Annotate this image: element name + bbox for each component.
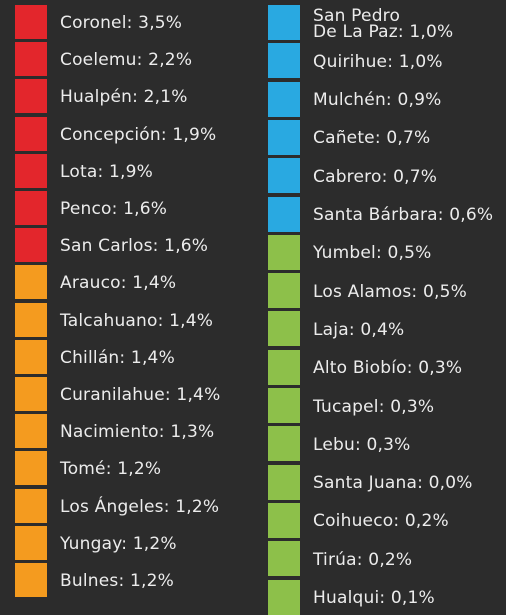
legend-label: Santa Bárbara: 0,6% xyxy=(313,205,494,225)
color-swatch xyxy=(15,265,47,300)
color-swatch xyxy=(268,5,300,40)
color-swatch xyxy=(268,234,300,270)
color-swatch xyxy=(15,488,47,523)
color-swatch xyxy=(268,502,300,538)
color-swatch xyxy=(15,414,47,449)
legend-label: San Carlos: 1,6% xyxy=(60,236,209,257)
legend: Coronel: 3,5% Coelemu: 2,2% Hualpén: 2,1% C… xyxy=(15,5,494,615)
color-swatch xyxy=(15,563,47,597)
color-swatch xyxy=(15,42,47,77)
legend-label: Talcahuano: 1,4% xyxy=(60,310,214,331)
color-swatch xyxy=(15,153,47,188)
color-swatch xyxy=(15,228,47,263)
color-swatch xyxy=(15,302,47,337)
color-swatch xyxy=(268,43,300,79)
color-swatch xyxy=(268,158,300,194)
color-swatch xyxy=(15,79,47,114)
legend-label: Santa Juana: 0,0% xyxy=(313,473,473,494)
color-swatch xyxy=(15,116,47,151)
color-swatch xyxy=(268,388,300,423)
legend-label: Coihueco: 0,2% xyxy=(313,511,449,532)
color-swatch xyxy=(268,273,300,309)
legend-label: Bulnes: 1,2% xyxy=(60,571,174,591)
legend-label: Laja: 0,4% xyxy=(313,319,405,340)
legend-label: Curanilahue: 1,4% xyxy=(60,385,221,405)
color-swatch xyxy=(15,191,47,225)
legend-label: Coronel: 3,5% xyxy=(60,13,183,33)
color-swatch xyxy=(15,525,47,560)
legend-label: Hualqui: 0,1% xyxy=(313,588,435,608)
legend-label: Coelemu: 2,2% xyxy=(60,50,193,71)
legend-label: Chillán: 1,4% xyxy=(60,347,175,368)
legend-label: Alto Biobío: 0,3% xyxy=(313,358,463,379)
color-swatch xyxy=(268,579,300,615)
color-swatch xyxy=(268,81,300,117)
legend-label: Hualpén: 2,1% xyxy=(60,87,188,108)
legend-label: Arauco: 1,4% xyxy=(60,273,177,294)
legend-label: Yungay: 1,2% xyxy=(60,533,177,554)
color-swatch xyxy=(15,5,47,39)
color-swatch xyxy=(15,377,47,411)
legend-label: San Pedro De La Paz: 1,0% xyxy=(313,5,454,42)
legend-label: Cañete: 0,7% xyxy=(313,128,431,149)
color-swatch xyxy=(15,339,47,374)
legend-label: Los Ángeles: 1,2% xyxy=(60,496,220,517)
color-swatch xyxy=(268,349,300,385)
legend-label: Yumbel: 0,5% xyxy=(313,243,432,264)
color-swatch xyxy=(268,311,300,347)
legend-label: Tucapel: 0,3% xyxy=(313,396,435,417)
legend-label: Quirihue: 1,0% xyxy=(313,51,443,72)
legend-label: Lebu: 0,3% xyxy=(313,434,411,455)
legend-label: Tirúa: 0,2% xyxy=(313,549,413,570)
legend-label: Tomé: 1,2% xyxy=(60,459,162,480)
color-swatch xyxy=(268,119,300,155)
legend-label: Mulchén: 0,9% xyxy=(313,90,442,111)
legend-label: Concepción: 1,9% xyxy=(60,124,217,145)
legend-label: Penco: 1,6% xyxy=(60,199,168,219)
legend-label: Los Alamos: 0,5% xyxy=(313,281,467,302)
color-swatch xyxy=(268,196,300,232)
color-swatch xyxy=(268,426,300,462)
color-swatch xyxy=(268,464,300,500)
legend-label: Cabrero: 0,7% xyxy=(313,166,438,187)
color-swatch xyxy=(268,541,300,577)
legend-label: Lota: 1,9% xyxy=(60,161,153,182)
color-swatch xyxy=(15,451,47,486)
legend-label: Nacimiento: 1,3% xyxy=(60,422,215,443)
